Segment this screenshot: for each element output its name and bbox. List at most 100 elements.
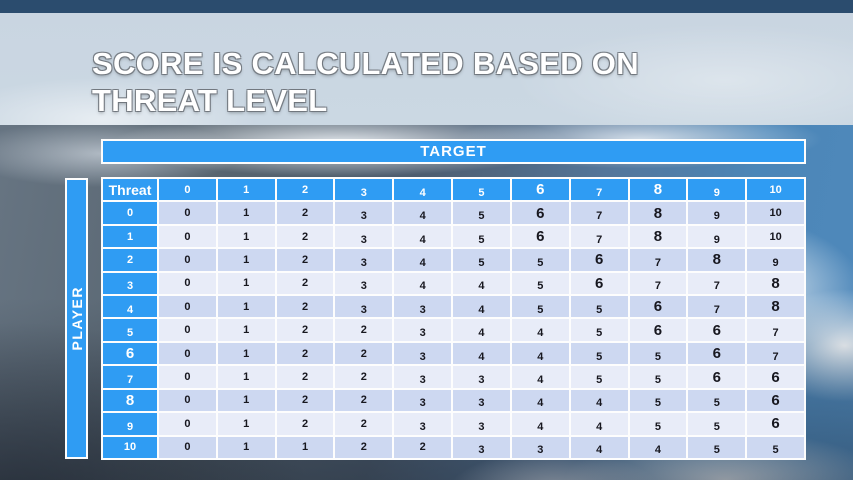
score-cell: 2	[335, 436, 393, 458]
score-cell: 6	[688, 366, 746, 388]
score-cell: 5	[570, 342, 628, 365]
score-cell: 9	[747, 249, 804, 271]
score-cell: 4	[629, 436, 687, 458]
score-cell: 5	[688, 413, 746, 435]
score-cell: 9	[688, 225, 746, 248]
score-cell: 6	[570, 249, 628, 271]
score-cell: 3	[335, 296, 393, 318]
score-cell: 0	[159, 389, 216, 412]
score-cell: 5	[453, 225, 510, 248]
score-cell: 2	[276, 389, 334, 412]
column-header-cell: 8	[629, 179, 687, 201]
score-cell: 0	[159, 366, 216, 388]
score-cell: 5	[688, 389, 746, 412]
column-header-cell: 0	[159, 179, 216, 201]
score-cell: 4	[511, 389, 569, 412]
score-cell: 2	[335, 342, 393, 365]
score-cell: 1	[217, 249, 275, 271]
score-cell: 2	[276, 296, 334, 318]
score-cell: 8	[747, 296, 804, 318]
score-cell: 5	[453, 249, 510, 271]
score-cell: 7	[629, 272, 687, 295]
score-cell: 5	[570, 366, 628, 388]
score-cell: 2	[276, 413, 334, 435]
row-header-cell: 4	[103, 296, 157, 318]
score-cell: 0	[159, 202, 216, 224]
column-header-cell: 4	[394, 179, 452, 201]
score-cell: 4	[453, 296, 510, 318]
score-cell: 3	[453, 366, 510, 388]
score-table: Threat 0 1 2 3 4 5 6 7 8 9 1 0 0 0 1 2 3 4 5 6 7 8 9 1 0 1 0 1 2 3 4 5 6 7…	[101, 177, 806, 460]
score-cell: 5	[629, 389, 687, 412]
score-cell: 3	[394, 366, 452, 388]
score-cell: 6	[688, 319, 746, 341]
score-cell: 5	[629, 413, 687, 435]
score-cell: 8	[629, 202, 687, 224]
player-axis-header: PLAYER	[65, 178, 88, 459]
score-cell: 7	[629, 249, 687, 271]
score-cell: 4	[453, 319, 510, 341]
column-header-cell: 2	[276, 179, 334, 201]
title-line-2: THREAT LEVEL	[92, 83, 328, 118]
score-cell: 0	[159, 249, 216, 271]
page-title: SCORE IS CALCULATED BASED ON THREAT LEVE…	[92, 45, 639, 119]
target-axis-header: TARGET	[101, 139, 806, 164]
score-cell: 3	[335, 202, 393, 224]
score-cell: 1	[217, 319, 275, 341]
score-cell: 5	[629, 366, 687, 388]
score-cell: 0	[159, 296, 216, 318]
score-cell: 6	[747, 389, 804, 412]
score-cell: 0	[159, 319, 216, 341]
score-cell: 4	[453, 342, 510, 365]
score-cell: 7	[570, 225, 628, 248]
score-cell: 1	[217, 366, 275, 388]
score-cell: 7	[688, 296, 746, 318]
score-cell: 4	[570, 436, 628, 458]
column-header-cell: 9	[688, 179, 746, 201]
threat-corner-cell: Threat	[103, 179, 157, 201]
score-cell: 8	[629, 225, 687, 248]
score-cell: 3	[394, 342, 452, 365]
score-cell: 1	[276, 436, 334, 458]
score-cell: 2	[276, 202, 334, 224]
score-cell: 5	[570, 319, 628, 341]
score-cell: 4	[570, 389, 628, 412]
score-cell: 5	[511, 249, 569, 271]
score-cell: 8	[747, 272, 804, 295]
score-cell: 7	[570, 202, 628, 224]
score-cell: 3	[453, 413, 510, 435]
player-axis-label: PLAYER	[68, 286, 85, 351]
score-cell: 3	[335, 249, 393, 271]
score-cell: 5	[688, 436, 746, 458]
title-line-1: SCORE IS CALCULATED BASED ON	[92, 46, 639, 81]
score-cell: 5	[453, 202, 510, 224]
score-cell: 2	[335, 389, 393, 412]
score-cell: 2	[335, 366, 393, 388]
score-cell: 7	[747, 342, 804, 365]
score-cell: 0	[159, 272, 216, 295]
score-cell: 1	[217, 225, 275, 248]
score-cell: 5	[629, 342, 687, 365]
row-header-cell: 0	[103, 202, 157, 224]
row-header-cell: 9	[103, 413, 157, 435]
column-header-cell: 5	[453, 179, 510, 201]
score-cell: 2	[276, 249, 334, 271]
top-accent-strip	[0, 0, 853, 13]
column-header-cell: 7	[570, 179, 628, 201]
column-header-cell: 1	[217, 179, 275, 201]
score-cell: 4	[511, 413, 569, 435]
row-header-cell: 1	[103, 225, 157, 248]
score-cell: 1	[217, 296, 275, 318]
score-cell: 4	[511, 366, 569, 388]
target-axis-label: TARGET	[420, 143, 487, 160]
score-cell: 1	[217, 436, 275, 458]
row-header-cell: 3	[103, 272, 157, 295]
score-cell: 2	[276, 342, 334, 365]
score-cell: 1	[217, 202, 275, 224]
score-cell: 6	[511, 202, 569, 224]
title-band: SCORE IS CALCULATED BASED ON THREAT LEVE…	[0, 13, 853, 125]
score-cell: 3	[335, 272, 393, 295]
score-cell: 3	[511, 436, 569, 458]
score-cell: 2	[276, 366, 334, 388]
